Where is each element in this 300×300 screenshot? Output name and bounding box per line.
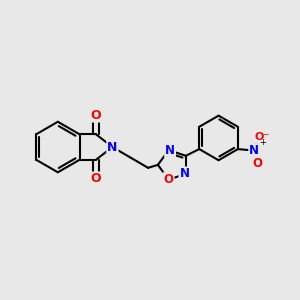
Text: N: N [107, 140, 118, 154]
Text: N: N [249, 144, 259, 157]
Text: N: N [165, 144, 175, 157]
Text: O: O [91, 172, 101, 185]
Text: O⁻: O⁻ [254, 132, 269, 142]
Text: +: + [259, 138, 266, 147]
Text: N: N [179, 167, 189, 180]
Text: O: O [91, 109, 101, 122]
Text: O: O [164, 173, 174, 186]
Text: O: O [252, 158, 262, 170]
